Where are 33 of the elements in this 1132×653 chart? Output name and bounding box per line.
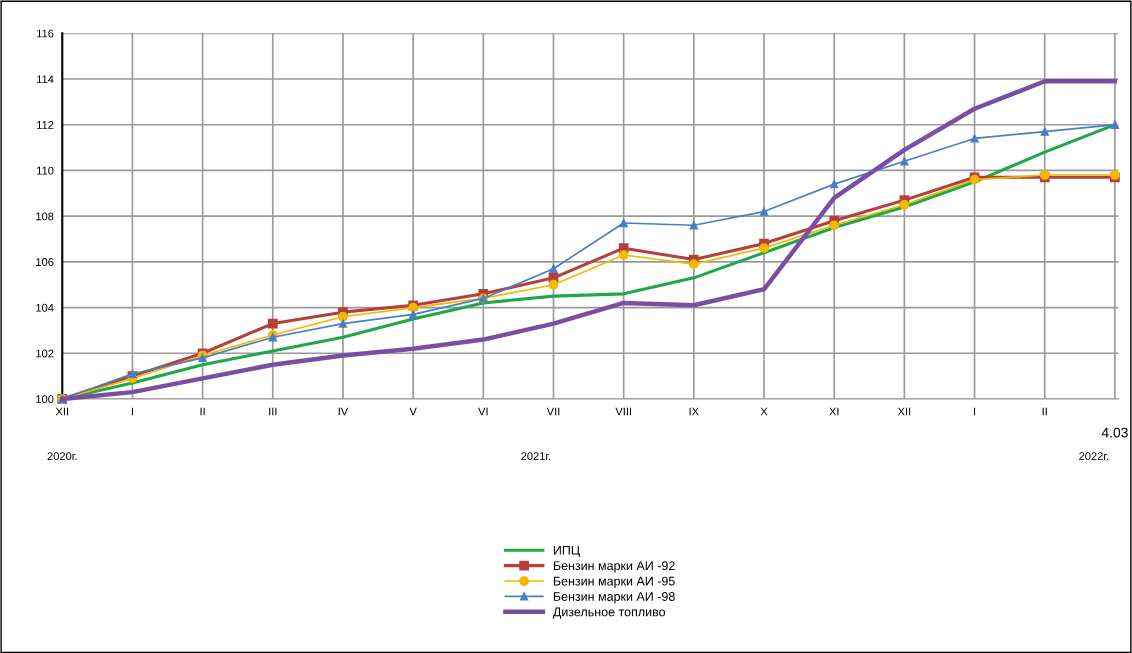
y-tick-label: 112 (37, 120, 54, 129)
x-tick-label: V (409, 407, 417, 416)
legend-label: Бензин марки АИ -98 (553, 592, 675, 604)
x-tick-label: II (1042, 407, 1047, 416)
x-tick-label: IV (338, 407, 349, 416)
y-tick-label: 116 (37, 29, 54, 38)
x-tick-label: IX (689, 407, 699, 416)
y-tick-label: 106 (36, 258, 54, 266)
x-tick-label: I (131, 407, 133, 416)
y-tick-label: 114 (37, 75, 54, 84)
y-tick-label: 110 (37, 166, 54, 175)
text: 2021г. (521, 452, 551, 461)
legend-label: Дизельное топливо (552, 607, 666, 619)
legend-label: Бензин марки АИ -92 (553, 561, 675, 573)
x-tick-label: VI (478, 407, 488, 416)
y-tick-label: 100 (36, 395, 54, 404)
legend-label: Бензин марки АИ -95 (553, 576, 675, 588)
x-tick-label: II (200, 407, 205, 416)
legend-label: ИПЦ (553, 545, 580, 558)
x-tick-label: VIII (615, 407, 631, 416)
text: 2022г. (1079, 452, 1109, 461)
x-tick-label: XII (897, 407, 911, 416)
text: 2020г. (47, 452, 77, 461)
x-tick-label: X (760, 407, 768, 416)
x-tick-label: VII (546, 407, 560, 416)
x-tick-label: III (269, 407, 277, 416)
y-tick-label: 102 (36, 349, 54, 358)
x-tick-label: I (974, 407, 976, 416)
y-tick-label: 108 (36, 212, 54, 221)
x-tick-label: XI (829, 407, 839, 416)
x-tick-label: XII (55, 407, 69, 416)
y-tick-label: 104 (36, 303, 54, 312)
x-tick-label: 4.03 (1101, 427, 1128, 438)
